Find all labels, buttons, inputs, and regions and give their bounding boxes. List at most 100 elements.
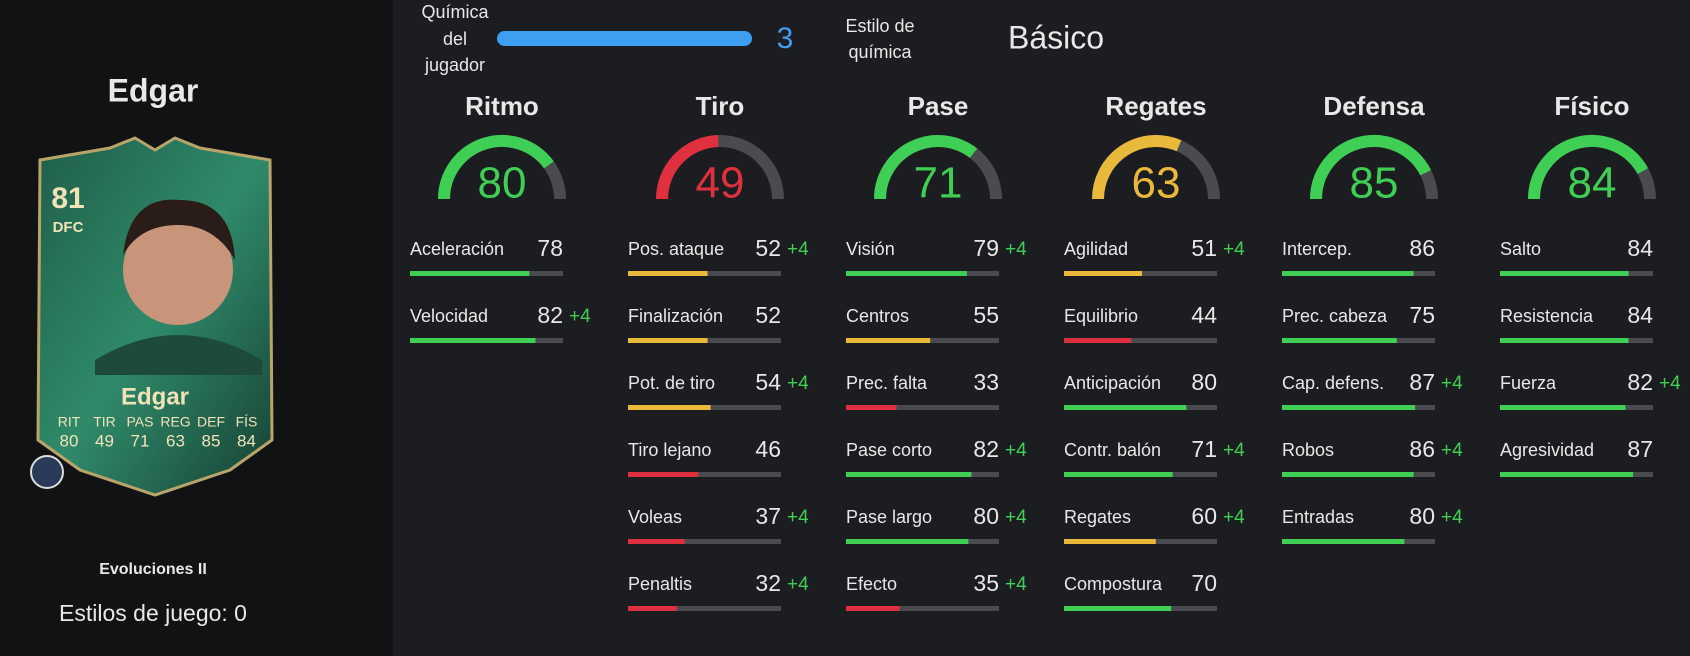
card-stat-label: FÍS (236, 414, 258, 430)
attribute-track (1064, 338, 1217, 343)
attribute-boost: +4 (1441, 373, 1463, 394)
attribute-name: Anticipación (1064, 373, 1161, 393)
card-stat-value: 71 (131, 431, 150, 450)
attribute-value: 80 (973, 503, 999, 529)
player-hair (123, 199, 235, 260)
card-position: DFC (53, 219, 84, 236)
attribute-name: Finalización (628, 306, 723, 326)
attribute-name: Regates (1064, 507, 1131, 527)
category-title: Ritmo (465, 91, 539, 121)
attribute-bar (1064, 271, 1143, 276)
chemistry-value: 3 (777, 22, 794, 55)
attribute-value: 87 (1627, 436, 1653, 462)
attribute-boost: +4 (787, 574, 809, 595)
attribute-track (846, 606, 999, 611)
attribute-value: 52 (755, 235, 781, 261)
attribute-name: Contr. balón (1064, 440, 1161, 460)
attribute-value: 44 (1191, 302, 1217, 328)
attribute-value: 87 (1409, 369, 1435, 395)
evolution-label: Evoluciones II (99, 561, 207, 578)
attribute-boost: +4 (787, 373, 809, 394)
attribute-bar (1064, 539, 1156, 544)
attribute-name: Penaltis (628, 574, 692, 594)
attribute-value: 80 (1191, 369, 1217, 395)
card-stat-label: RIT (58, 414, 81, 430)
attribute-bar (1500, 338, 1629, 343)
attribute-bar (1064, 405, 1187, 410)
card-stat-value: 63 (166, 431, 185, 450)
attribute-bar (1282, 338, 1397, 343)
attribute-name: Pot. de tiro (628, 373, 715, 393)
attribute-bar (1500, 405, 1626, 410)
card-stat-value: 49 (95, 431, 114, 450)
gauge-fill (874, 135, 978, 200)
attribute-name: Intercep. (1282, 239, 1352, 259)
attribute-value: 32 (755, 570, 781, 596)
attribute-boost: +4 (1005, 440, 1027, 461)
attribute-boost: +4 (569, 306, 591, 327)
attribute-value: 75 (1409, 302, 1435, 328)
attribute-value: 82 (973, 436, 999, 462)
attribute-bar (628, 405, 711, 410)
attribute-bar (1064, 338, 1132, 343)
attribute-name: Prec. cabeza (1282, 306, 1388, 326)
attribute-bar (1282, 539, 1405, 544)
attribute-bar (410, 271, 530, 276)
attribute-name: Agilidad (1064, 239, 1128, 259)
attribute-value: 78 (537, 235, 563, 261)
attribute-name: Voleas (628, 507, 682, 527)
attribute-bar (1064, 472, 1173, 477)
playstyles-label: Estilos de juego: 0 (59, 600, 247, 626)
attribute-boost: +4 (1005, 574, 1027, 595)
attribute-name: Tiro lejano (628, 440, 711, 460)
attribute-name: Salto (1500, 239, 1541, 259)
attribute-track (628, 539, 781, 544)
chemistry-label: del (443, 29, 467, 49)
attribute-value: 46 (755, 436, 781, 462)
attribute-name: Robos (1282, 440, 1334, 460)
attribute-name: Resistencia (1500, 306, 1594, 326)
attribute-value: 52 (755, 302, 781, 328)
attribute-boost: +4 (787, 239, 809, 260)
attribute-name: Pase corto (846, 440, 932, 460)
attribute-boost: +4 (1659, 373, 1681, 394)
attribute-value: 35 (973, 570, 999, 596)
attribute-value: 82 (1627, 369, 1653, 395)
attribute-value: 54 (755, 369, 781, 395)
category-value: 49 (696, 159, 745, 208)
attribute-bar (628, 338, 708, 343)
card-name: Edgar (121, 383, 189, 410)
category-title: Físico (1554, 91, 1629, 121)
attribute-bar (628, 606, 677, 611)
attribute-name: Aceleración (410, 239, 504, 259)
card-stat-label: DEF (197, 414, 225, 430)
gauge-fill (1310, 135, 1432, 200)
player-face (123, 215, 233, 325)
chemistry-label: jugador (424, 55, 485, 75)
attribute-track (628, 606, 781, 611)
card-stat-value: 84 (237, 431, 256, 450)
category-value: 84 (1568, 159, 1617, 208)
gauge-fill (1092, 135, 1182, 200)
category-title: Regates (1105, 91, 1206, 121)
attribute-bar (846, 606, 900, 611)
attribute-bar (1282, 405, 1416, 410)
attribute-bar (1500, 271, 1629, 276)
attribute-value: 86 (1409, 235, 1435, 261)
attribute-name: Velocidad (410, 306, 488, 326)
attribute-boost: +4 (1441, 440, 1463, 461)
attribute-name: Entradas (1282, 507, 1354, 527)
attribute-track (628, 472, 781, 477)
card-stat-value: 85 (202, 431, 221, 450)
attribute-bar (1500, 472, 1634, 477)
attribute-value: 37 (755, 503, 781, 529)
gauge-fill (438, 135, 554, 200)
attribute-name: Pos. ataque (628, 239, 724, 259)
chemistry-style-label: química (848, 42, 912, 62)
attribute-boost: +4 (787, 507, 809, 528)
attribute-boost: +4 (1223, 440, 1245, 461)
attribute-name: Efecto (846, 574, 897, 594)
category-value: 80 (478, 159, 527, 208)
attribute-bar (846, 472, 972, 477)
